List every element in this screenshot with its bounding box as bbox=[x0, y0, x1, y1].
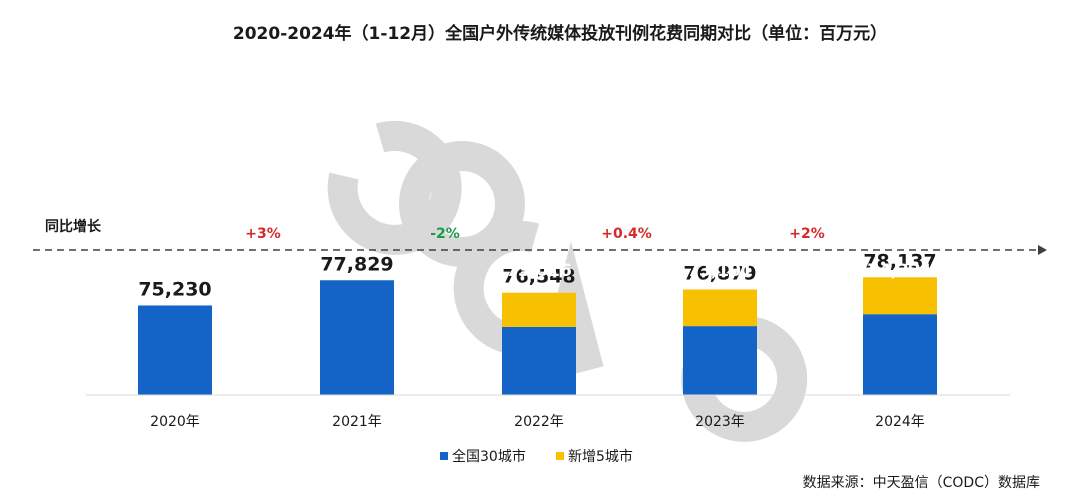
total-value-label: 75,230 bbox=[138, 278, 211, 300]
yoy-line-group: 同比增长 +3% -2% +0.4% +2% bbox=[33, 218, 1047, 255]
base-value-label: 73,101 bbox=[687, 261, 753, 281]
legend-swatch-series-2 bbox=[556, 452, 564, 460]
yoy-growth-label: +0.4% bbox=[601, 226, 652, 242]
bar-new-5-cities-3 bbox=[502, 292, 576, 327]
bar-national-30-cities-1 bbox=[138, 305, 212, 395]
bars-group bbox=[138, 277, 937, 395]
base-value-label: 73,016 bbox=[506, 261, 572, 281]
data-source: 数据来源：中天盈信（CODC）数据库 bbox=[803, 475, 1040, 491]
bar-national-30-cities-2 bbox=[320, 280, 394, 395]
legend-label-series-1: 全国30城市 bbox=[452, 448, 526, 465]
x-tick-label: 2022年 bbox=[514, 414, 564, 430]
bar-national-30-cities-4 bbox=[683, 326, 757, 395]
yoy-label: 同比增长 bbox=[45, 218, 102, 235]
total-value-label: 76,548 bbox=[502, 266, 575, 288]
bar-national-30-cities-3 bbox=[502, 326, 576, 395]
bar-national-30-cities-5 bbox=[863, 314, 937, 395]
x-tick-label: 2020年 bbox=[150, 414, 200, 430]
total-value-label: 78,137 bbox=[863, 250, 936, 272]
bar-new-5-cities-5 bbox=[863, 277, 937, 315]
legend-label-series-2: 新增5城市 bbox=[568, 448, 633, 465]
chart-title: 2020-2024年（1-12月）全国户外传统媒体投放刊例花费同期对比（单位：百… bbox=[233, 23, 887, 44]
x-tick-labels: 2020年 2021年 2022年 2023年 2024年 bbox=[150, 414, 925, 430]
yoy-growth-label: +2% bbox=[789, 226, 825, 242]
legend-swatch-series-1 bbox=[440, 452, 448, 460]
total-value-label: 77,829 bbox=[320, 253, 393, 275]
total-value-label: 76,879 bbox=[683, 262, 756, 284]
x-tick-label: 2023年 bbox=[695, 414, 745, 430]
yoy-arrow-head bbox=[1038, 245, 1047, 255]
x-tick-label: 2021年 bbox=[332, 414, 382, 430]
yoy-growth-label: +3% bbox=[245, 226, 281, 242]
yoy-growth-label: -2% bbox=[430, 226, 460, 242]
legend: 全国30城市 新增5城市 bbox=[440, 448, 633, 465]
bar-new-5-cities-4 bbox=[683, 289, 757, 327]
x-tick-label: 2024年 bbox=[875, 414, 925, 430]
base-value-label: 74,331 bbox=[867, 261, 933, 281]
